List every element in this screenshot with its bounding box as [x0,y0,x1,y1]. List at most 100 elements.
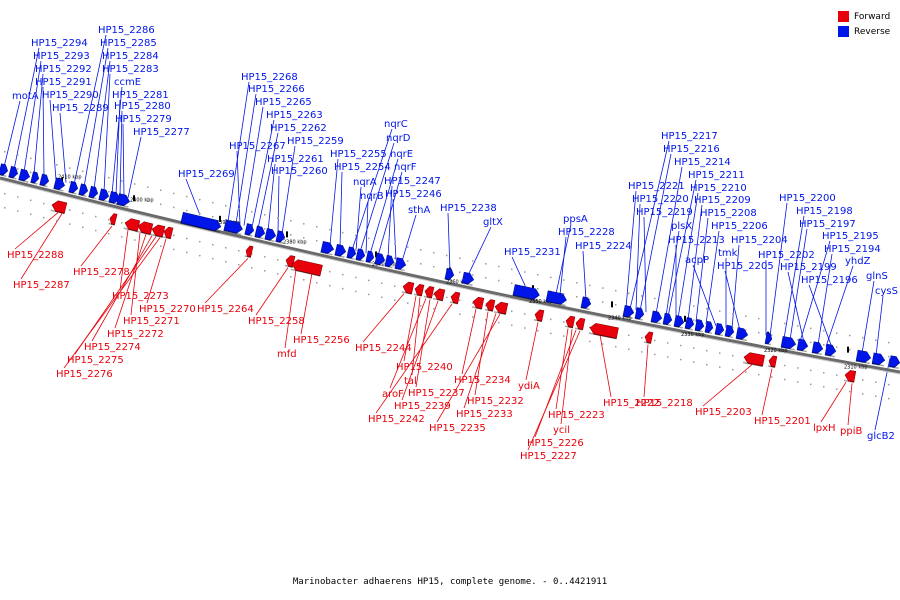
forward-gene-arrow[interactable] [485,299,496,312]
gene-label[interactable]: HP15_2237 [408,388,465,399]
gene-label[interactable]: ccmE [114,77,141,88]
gene-label[interactable]: HP15_2228 [558,227,615,238]
reverse-gene-arrow[interactable] [116,193,131,208]
gene-label[interactable]: tmk [718,248,738,259]
gene-label[interactable]: HP15_2286 [98,25,155,36]
gene-label[interactable]: mfd [277,349,297,360]
reverse-gene-arrow[interactable] [39,173,50,187]
reverse-gene-arrow[interactable] [334,243,347,257]
reverse-gene-arrow[interactable] [98,188,110,202]
reverse-gene-arrow[interactable] [88,185,99,199]
forward-gene-arrow[interactable] [565,315,576,329]
reverse-gene-arrow[interactable] [78,183,89,197]
gene-label[interactable]: HP15_2261 [267,154,324,165]
reverse-gene-arrow[interactable] [694,319,705,332]
reverse-gene-arrow[interactable] [355,248,366,261]
gene-label[interactable]: HP15_2227 [520,451,577,462]
gene-label[interactable]: HP15_2256 [293,335,350,346]
gene-label[interactable]: HP15_2290 [42,90,99,101]
forward-gene-arrow[interactable] [51,200,68,214]
gene-label[interactable]: HP15_2210 [690,183,747,194]
gene-label[interactable]: aroF [382,389,404,400]
forward-gene-arrow[interactable] [291,259,323,277]
gene-label[interactable]: HP15_2268 [241,72,298,83]
forward-gene-arrow[interactable] [450,291,461,305]
gene-label[interactable]: HP15_2196 [801,275,858,286]
gene-label[interactable]: HP15_2205 [717,261,774,272]
gene-label[interactable]: ycil [553,425,570,436]
gene-label[interactable]: HP15_2233 [456,409,513,420]
forward-gene-arrow[interactable] [109,213,118,226]
gene-label[interactable]: nqrA [353,177,377,188]
gene-label[interactable]: HP15_2285 [100,38,157,49]
reverse-gene-arrow[interactable] [108,191,121,204]
reverse-gene-arrow[interactable] [8,165,19,179]
reverse-gene-arrow[interactable] [622,305,635,318]
gene-label[interactable]: HP15_2198 [796,206,853,217]
forward-gene-arrow[interactable] [151,224,166,238]
gene-label[interactable]: HP15_2220 [632,194,689,205]
reverse-gene-arrow[interactable] [365,250,375,263]
forward-gene-arrow[interactable] [414,283,425,297]
gene-label[interactable]: yhdZ [845,256,871,267]
gene-label[interactable]: HP15_2226 [527,438,584,449]
reverse-gene-arrow[interactable] [461,271,475,285]
gene-label[interactable]: HP15_2221 [628,181,685,192]
reverse-gene-arrow[interactable] [650,310,663,324]
reverse-gene-arrow[interactable] [724,324,735,338]
reverse-gene-arrow[interactable] [634,307,645,320]
gene-label[interactable]: HP15_2265 [255,97,312,108]
reverse-gene-arrow[interactable] [704,320,714,333]
gene-label[interactable]: HP15_2281 [112,90,169,101]
forward-gene-arrow[interactable] [743,352,765,367]
gene-label[interactable]: HP15_2292 [35,64,92,75]
gene-label[interactable]: HP15_2270 [139,304,196,315]
reverse-gene-arrow[interactable] [580,296,592,310]
reverse-gene-arrow[interactable] [254,225,266,239]
gene-label[interactable]: tal [404,376,417,387]
gene-label[interactable]: HP15_2288 [7,250,64,261]
reverse-gene-arrow[interactable] [244,223,255,236]
reverse-gene-arrow[interactable] [180,211,222,232]
forward-gene-arrow[interactable] [472,296,485,310]
gene-label[interactable]: HP15_2194 [824,244,881,255]
gene-label[interactable]: HP15_2213 [668,235,725,246]
reverse-gene-arrow[interactable] [223,219,244,235]
gene-label[interactable]: HP15_2258 [248,316,305,327]
gene-label[interactable]: HP15_2222 [603,398,660,409]
gene-label[interactable]: HP15_2214 [674,157,731,168]
gene-label[interactable]: glnS [866,271,888,282]
gene-label[interactable]: HP15_2272 [107,329,164,340]
gene-label[interactable]: HP15_2195 [822,231,879,242]
gene-label[interactable]: ydiA [518,381,540,392]
gene-label[interactable]: HP15_2232 [467,396,524,407]
gene-label[interactable]: HP15_2242 [368,414,425,425]
forward-gene-arrow[interactable] [575,317,586,331]
reverse-gene-arrow[interactable] [684,317,695,330]
gene-label[interactable]: HP15_2203 [695,407,752,418]
gene-label[interactable]: HP15_2200 [779,193,836,204]
gene-label[interactable]: HP15_2202 [758,250,815,261]
gene-label[interactable]: glcB2 [867,431,895,442]
gene-label[interactable]: HP15_2273 [112,291,169,302]
reverse-gene-arrow[interactable] [264,228,277,241]
forward-gene-arrow[interactable] [402,281,415,295]
gene-label[interactable]: lpxH [813,423,836,434]
gene-label[interactable]: HP15_2217 [661,131,718,142]
gene-label[interactable]: nqrC [384,119,408,130]
gene-label[interactable]: HP15_2275 [67,355,124,366]
gene-label[interactable]: HP15_2284 [102,51,159,62]
reverse-gene-arrow[interactable] [714,322,725,336]
gene-label[interactable]: HP15_2263 [266,110,323,121]
forward-gene-arrow[interactable] [424,286,435,299]
reverse-gene-arrow[interactable] [512,284,541,301]
gene-label[interactable]: HP15_2276 [56,369,113,380]
gene-label[interactable]: HP15_2278 [73,267,130,278]
reverse-gene-arrow[interactable] [545,290,568,306]
gene-label[interactable]: HP15_2269 [178,169,235,180]
gene-label[interactable]: HP15_2293 [33,51,90,62]
forward-gene-arrow[interactable] [163,226,174,240]
forward-gene-arrow[interactable] [137,221,154,235]
reverse-gene-arrow[interactable] [394,257,407,271]
gene-label[interactable]: HP15_2199 [780,262,837,273]
